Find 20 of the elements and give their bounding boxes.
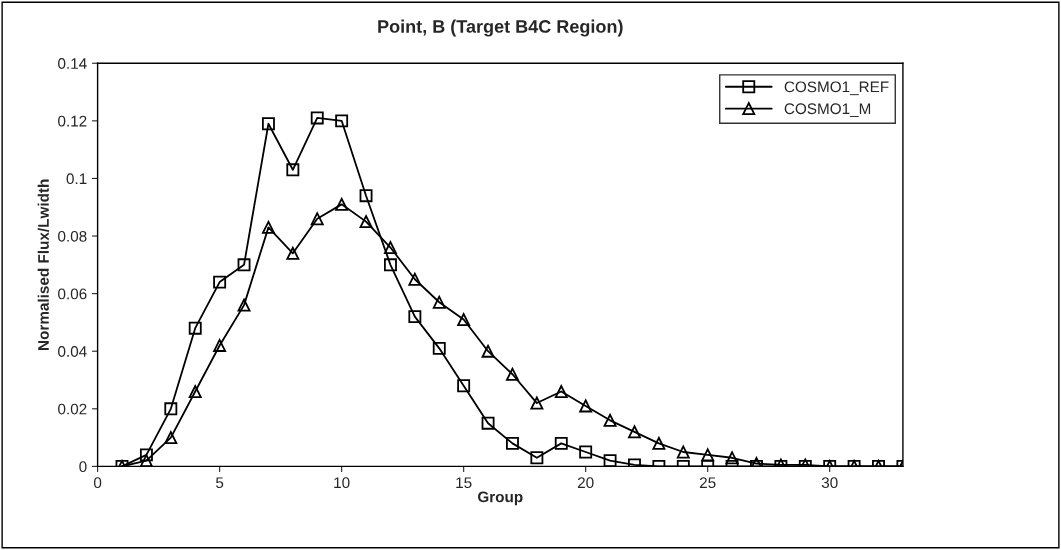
y-tick-label: 0.04 xyxy=(58,346,87,357)
x-tick-label: 30 xyxy=(821,477,838,489)
y-tick-label: 0.02 xyxy=(58,403,87,415)
x-axis-title: Group xyxy=(477,491,523,506)
chart-title: Point, B (Target B4C Region) xyxy=(378,19,623,37)
x-tick-label: 20 xyxy=(577,477,594,489)
y-tick-label: 0.14 xyxy=(58,58,87,69)
y-tick-label: 0.12 xyxy=(58,115,87,127)
legend-label: COSMO1_REF xyxy=(784,81,889,96)
x-tick-label: 25 xyxy=(699,477,716,489)
x-tick-label: 15 xyxy=(456,477,472,489)
y-tick-label: 0 xyxy=(79,461,87,473)
y-tick-label: 0.06 xyxy=(58,288,87,300)
legend-label: COSMO1_M xyxy=(784,103,871,118)
y-tick-label: 0.08 xyxy=(58,230,87,242)
x-tick-label: 5 xyxy=(215,477,224,489)
y-tick-label: 0.1 xyxy=(66,173,87,185)
x-tick-label: 0 xyxy=(93,477,102,489)
y-axis-title: Normalised Flux/Lwidth xyxy=(37,179,50,350)
x-tick-label: 10 xyxy=(334,477,350,489)
